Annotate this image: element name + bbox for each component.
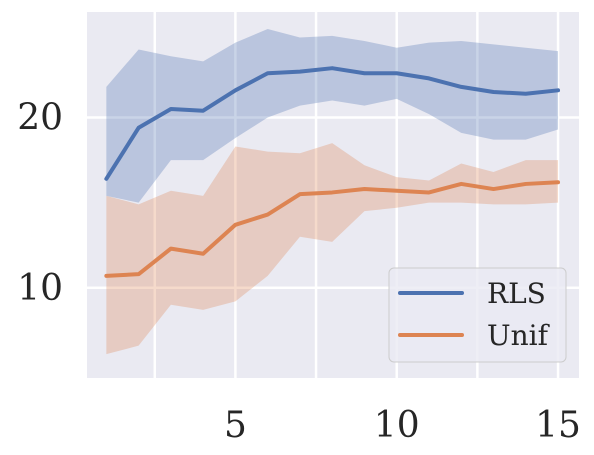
legend: RLS Unif: [389, 268, 566, 362]
x-tick-label: 10: [374, 405, 420, 446]
legend-label-rls: RLS: [487, 277, 546, 310]
x-tick-label: 15: [535, 405, 581, 446]
y-tick-label: 10: [17, 268, 63, 309]
legend-label-unif: Unif: [487, 319, 551, 352]
x-tick-label: 5: [224, 405, 247, 446]
y-tick-label: 20: [17, 98, 63, 139]
